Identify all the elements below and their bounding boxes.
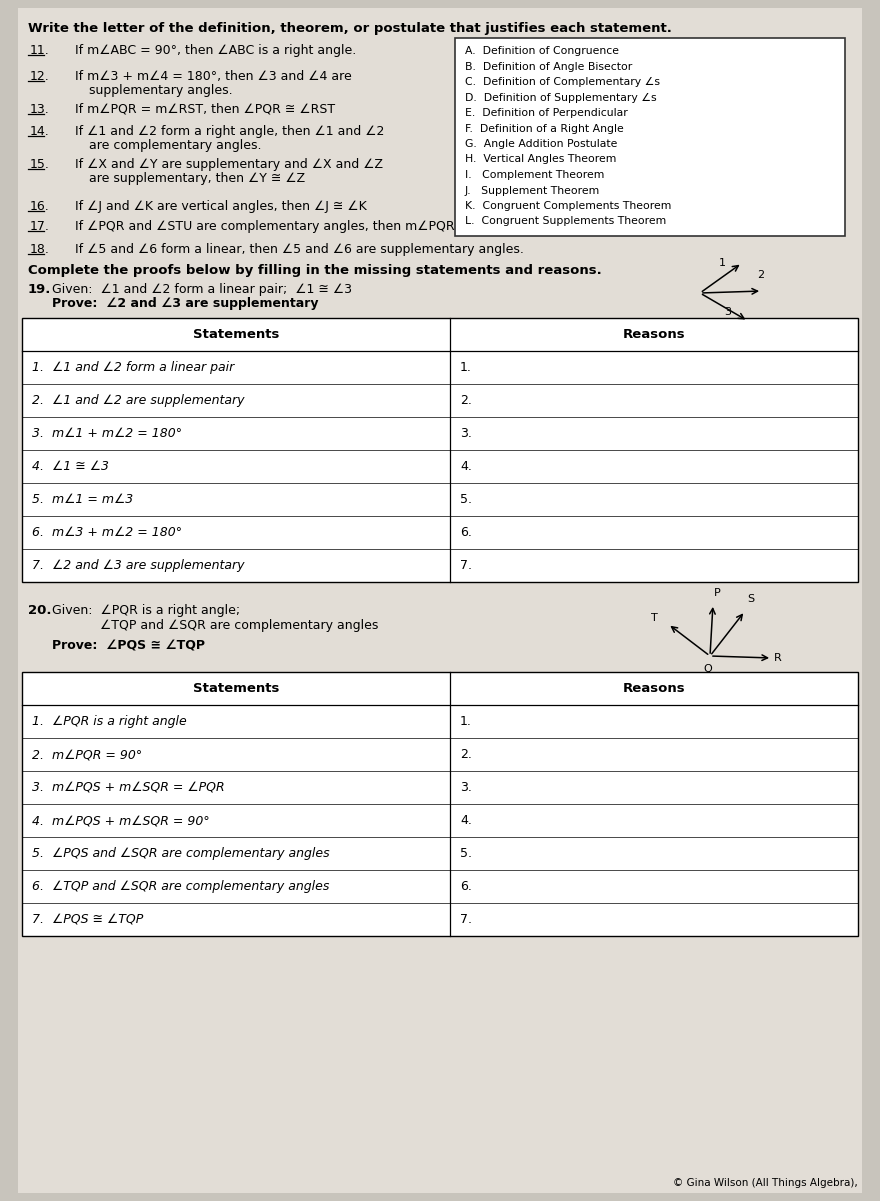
Text: Reasons: Reasons (623, 328, 686, 341)
Text: 1.  ∠PQR is a right angle: 1. ∠PQR is a right angle (32, 715, 187, 728)
Text: Given:  ∠1 and ∠2 form a linear pair;  ∠1 ≅ ∠3: Given: ∠1 and ∠2 form a linear pair; ∠1 … (52, 283, 352, 295)
Text: C.  Definition of Complementary ∠s: C. Definition of Complementary ∠s (465, 77, 660, 86)
Text: 7.: 7. (460, 558, 472, 572)
Text: P: P (714, 588, 721, 598)
Text: If ∠J and ∠K are vertical angles, then ∠J ≅ ∠K: If ∠J and ∠K are vertical angles, then ∠… (75, 201, 367, 213)
Text: 3.: 3. (460, 781, 472, 794)
Text: supplementary angles.: supplementary angles. (89, 84, 232, 97)
Bar (22, 673, 858, 936)
Text: 3.: 3. (460, 428, 472, 440)
Text: 14.: 14. (30, 125, 50, 138)
Text: If ∠X and ∠Y are supplementary and ∠X and ∠Z: If ∠X and ∠Y are supplementary and ∠X an… (75, 159, 383, 171)
Text: E.  Definition of Perpendicular: E. Definition of Perpendicular (465, 108, 627, 118)
Text: 2: 2 (757, 270, 764, 280)
Text: If m∠PQR = m∠RST, then ∠PQR ≅ ∠RST: If m∠PQR = m∠RST, then ∠PQR ≅ ∠RST (75, 103, 335, 116)
Text: If ∠PQR and ∠STU are complementary angles, then m∠PQR + m∠STU = 90°.: If ∠PQR and ∠STU are complementary angle… (75, 220, 567, 233)
Text: 5.: 5. (460, 847, 472, 860)
Text: 5.: 5. (460, 492, 472, 506)
Text: F.  Definition of a Right Angle: F. Definition of a Right Angle (465, 124, 624, 133)
Text: 18.: 18. (30, 243, 50, 256)
Text: 4.  m∠PQS + m∠SQR = 90°: 4. m∠PQS + m∠SQR = 90° (32, 814, 209, 827)
Text: I.   Complement Theorem: I. Complement Theorem (465, 171, 605, 180)
Text: 1: 1 (718, 258, 725, 268)
Text: Statements: Statements (193, 328, 279, 341)
Text: Statements: Statements (193, 682, 279, 695)
Text: 5.  m∠1 = m∠3: 5. m∠1 = m∠3 (32, 492, 133, 506)
Text: Reasons: Reasons (623, 682, 686, 695)
Text: If m∠ABC = 90°, then ∠ABC is a right angle.: If m∠ABC = 90°, then ∠ABC is a right ang… (75, 44, 356, 56)
Text: 6.: 6. (460, 880, 472, 894)
Text: H.  Vertical Angles Theorem: H. Vertical Angles Theorem (465, 155, 616, 165)
Text: T: T (651, 613, 658, 623)
Text: 2.: 2. (460, 394, 472, 407)
Text: Q: Q (704, 664, 713, 674)
Text: 3.  m∠1 + m∠2 = 180°: 3. m∠1 + m∠2 = 180° (32, 428, 182, 440)
Text: 6.  m∠3 + m∠2 = 180°: 6. m∠3 + m∠2 = 180° (32, 526, 182, 539)
Bar (22, 318, 858, 582)
Text: 12.: 12. (30, 70, 50, 83)
Text: 2.  m∠PQR = 90°: 2. m∠PQR = 90° (32, 748, 143, 761)
Text: D.  Definition of Supplementary ∠s: D. Definition of Supplementary ∠s (465, 92, 656, 102)
Text: 1.: 1. (460, 362, 472, 374)
Text: 13.: 13. (30, 103, 50, 116)
Text: J.   Supplement Theorem: J. Supplement Theorem (465, 185, 600, 196)
Text: S: S (747, 594, 754, 604)
Text: 1.  ∠1 and ∠2 form a linear pair: 1. ∠1 and ∠2 form a linear pair (32, 362, 234, 374)
Text: Given:  ∠PQR is a right angle;: Given: ∠PQR is a right angle; (52, 604, 240, 617)
Text: If ∠5 and ∠6 form a linear, then ∠5 and ∠6 are supplementary angles.: If ∠5 and ∠6 form a linear, then ∠5 and … (75, 243, 524, 256)
Text: Prove:  ∠2 and ∠3 are supplementary: Prove: ∠2 and ∠3 are supplementary (52, 297, 319, 310)
Text: 7.  ∠2 and ∠3 are supplementary: 7. ∠2 and ∠3 are supplementary (32, 558, 245, 572)
Text: 17.: 17. (30, 220, 50, 233)
Text: 16.: 16. (30, 201, 50, 213)
Text: R: R (774, 653, 781, 663)
Text: 15.: 15. (30, 159, 50, 171)
Text: are complementary angles.: are complementary angles. (89, 139, 261, 153)
Text: If m∠3 + m∠4 = 180°, then ∠3 and ∠4 are: If m∠3 + m∠4 = 180°, then ∠3 and ∠4 are (75, 70, 352, 83)
Text: 20.: 20. (28, 604, 52, 617)
Text: 6.  ∠TQP and ∠SQR are complementary angles: 6. ∠TQP and ∠SQR are complementary angle… (32, 880, 329, 894)
Text: 11.: 11. (30, 44, 50, 56)
Text: A.  Definition of Congruence: A. Definition of Congruence (465, 46, 619, 56)
Text: G.  Angle Addition Postulate: G. Angle Addition Postulate (465, 139, 618, 149)
Text: 5.  ∠PQS and ∠SQR are complementary angles: 5. ∠PQS and ∠SQR are complementary angle… (32, 847, 330, 860)
Text: 4.: 4. (460, 814, 472, 827)
Text: B.  Definition of Angle Bisector: B. Definition of Angle Bisector (465, 61, 632, 72)
Text: © Gina Wilson (All Things Algebra),: © Gina Wilson (All Things Algebra), (673, 1178, 858, 1188)
Text: 6.: 6. (460, 526, 472, 539)
Text: are supplementary, then ∠Y ≅ ∠Z: are supplementary, then ∠Y ≅ ∠Z (89, 172, 305, 185)
Text: ∠TQP and ∠SQR are complementary angles: ∠TQP and ∠SQR are complementary angles (52, 619, 378, 632)
Text: Complete the proofs below by filling in the missing statements and reasons.: Complete the proofs below by filling in … (28, 264, 602, 277)
Text: K.  Congruent Complements Theorem: K. Congruent Complements Theorem (465, 201, 671, 211)
Text: 19.: 19. (28, 283, 51, 295)
Text: If ∠1 and ∠2 form a right angle, then ∠1 and ∠2: If ∠1 and ∠2 form a right angle, then ∠1… (75, 125, 385, 138)
Bar (455, 38, 845, 237)
Text: L.  Congruent Supplements Theorem: L. Congruent Supplements Theorem (465, 216, 666, 227)
Text: 3.  m∠PQS + m∠SQR = ∠PQR: 3. m∠PQS + m∠SQR = ∠PQR (32, 781, 224, 794)
Text: 2.  ∠1 and ∠2 are supplementary: 2. ∠1 and ∠2 are supplementary (32, 394, 245, 407)
Text: 1.: 1. (460, 715, 472, 728)
Text: 4.: 4. (460, 460, 472, 473)
Text: 7.  ∠PQS ≅ ∠TQP: 7. ∠PQS ≅ ∠TQP (32, 913, 143, 926)
Text: Write the letter of the definition, theorem, or postulate that justifies each st: Write the letter of the definition, theo… (28, 22, 671, 35)
Text: 2.: 2. (460, 748, 472, 761)
Text: Prove:  ∠PQS ≅ ∠TQP: Prove: ∠PQS ≅ ∠TQP (52, 638, 205, 651)
Text: 3: 3 (724, 307, 731, 317)
Text: 4.  ∠1 ≅ ∠3: 4. ∠1 ≅ ∠3 (32, 460, 109, 473)
Text: 7.: 7. (460, 913, 472, 926)
